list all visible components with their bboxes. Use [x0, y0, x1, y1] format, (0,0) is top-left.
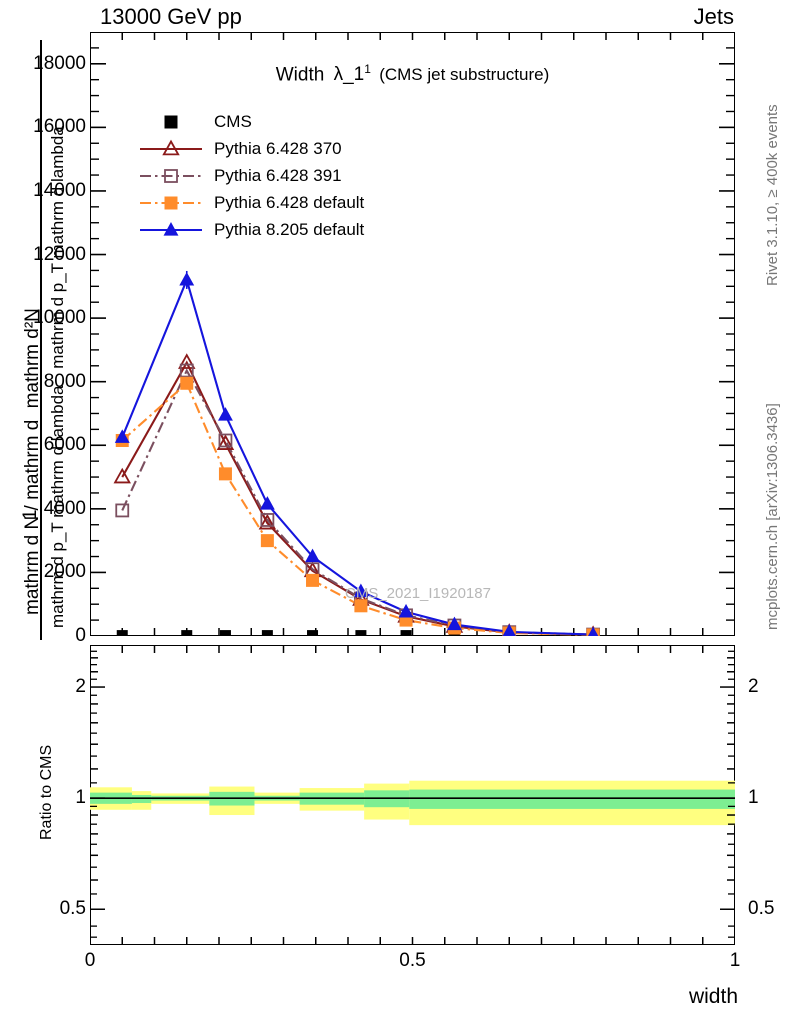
ratio-y-tick-label: 0.5 [59, 898, 86, 920]
legend-item[interactable]: Pythia 6.428 370 [140, 135, 364, 162]
x-tick-label: 0.5 [399, 950, 426, 971]
x-tick-label: 0 [84, 950, 96, 971]
ratio-y-tick-label: 2 [75, 676, 86, 698]
x-tick-label: 1 [729, 950, 741, 971]
main-y-tick-label: 18000 [33, 52, 86, 74]
main-y-tick-label: 2000 [43, 561, 86, 583]
main-y-tick-label: 10000 [33, 307, 86, 329]
ratio-plot-canvas [90, 645, 735, 945]
plot-title-superscript: 1 [364, 62, 371, 76]
legend: CMS Pythia 6.428 370 Pythia 6.428 391 Pythi… [140, 108, 364, 243]
legend-item[interactable]: CMS [140, 108, 364, 135]
main-y-tick-label: 4000 [43, 497, 86, 519]
main-y-tick-label: 0 [75, 625, 86, 646]
main-y-tick-label: 6000 [43, 434, 86, 456]
header-collision-energy: 13000 GeV pp [100, 4, 242, 29]
ratio-y-tick-labels-right: 0.5 1 2 [742, 0, 786, 1024]
legend-marker-filled-triangle-icon [140, 218, 202, 242]
main-y-tick-labels: 0 2000 4000 6000 8000 10000 12000 14000 16000 180… [0, 0, 86, 1024]
legend-item[interactable]: Pythia 6.428 391 [140, 162, 364, 189]
ratio-y-tick-label-right: 2 [748, 676, 759, 698]
main-plot-canvas [90, 32, 735, 636]
legend-item[interactable]: Pythia 8.205 default [140, 216, 364, 243]
legend-marker-open-square-icon [140, 164, 202, 188]
analysis-id-watermark: CMS_2021_I1920187 [345, 585, 491, 602]
y-axis-fraction-bar [40, 40, 42, 640]
plot-title-lambda: λ_1 [333, 64, 365, 86]
legend-item-label: Pythia 6.428 391 [214, 165, 342, 185]
plot-title-paren: (CMS jet substructure) [379, 65, 550, 85]
x-axis-title: width [688, 985, 738, 1008]
legend-item-label: CMS [214, 111, 252, 131]
main-plot-panel [90, 32, 735, 636]
legend-item-label: Pythia 6.428 default [214, 192, 365, 212]
main-y-tick-label: 12000 [33, 243, 86, 265]
legend-item-label: Pythia 6.428 370 [214, 138, 342, 158]
plot-title: Width λ_11 (CMS jet substructure) [90, 62, 735, 86]
ratio-y-tick-label-right: 1 [748, 787, 759, 809]
legend-item[interactable]: Pythia 6.428 default [140, 189, 364, 216]
ratio-y-tick-labels: 0.5 1 2 [0, 0, 86, 1024]
main-y-tick-label: 14000 [33, 179, 86, 201]
legend-marker-filled-square-icon [140, 110, 202, 134]
legend-marker-open-triangle-icon [140, 137, 202, 161]
legend-marker-filled-square-icon [140, 191, 202, 215]
main-y-tick-label: 8000 [43, 370, 86, 392]
ratio-y-tick-label: 1 [75, 787, 86, 809]
main-y-tick-label: 16000 [33, 116, 86, 138]
ratio-y-tick-label-right: 0.5 [748, 898, 775, 920]
plot-title-main: Width [275, 64, 325, 86]
legend-item-label: Pythia 8.205 default [214, 219, 365, 239]
header-analysis-type: Jets [693, 4, 734, 29]
